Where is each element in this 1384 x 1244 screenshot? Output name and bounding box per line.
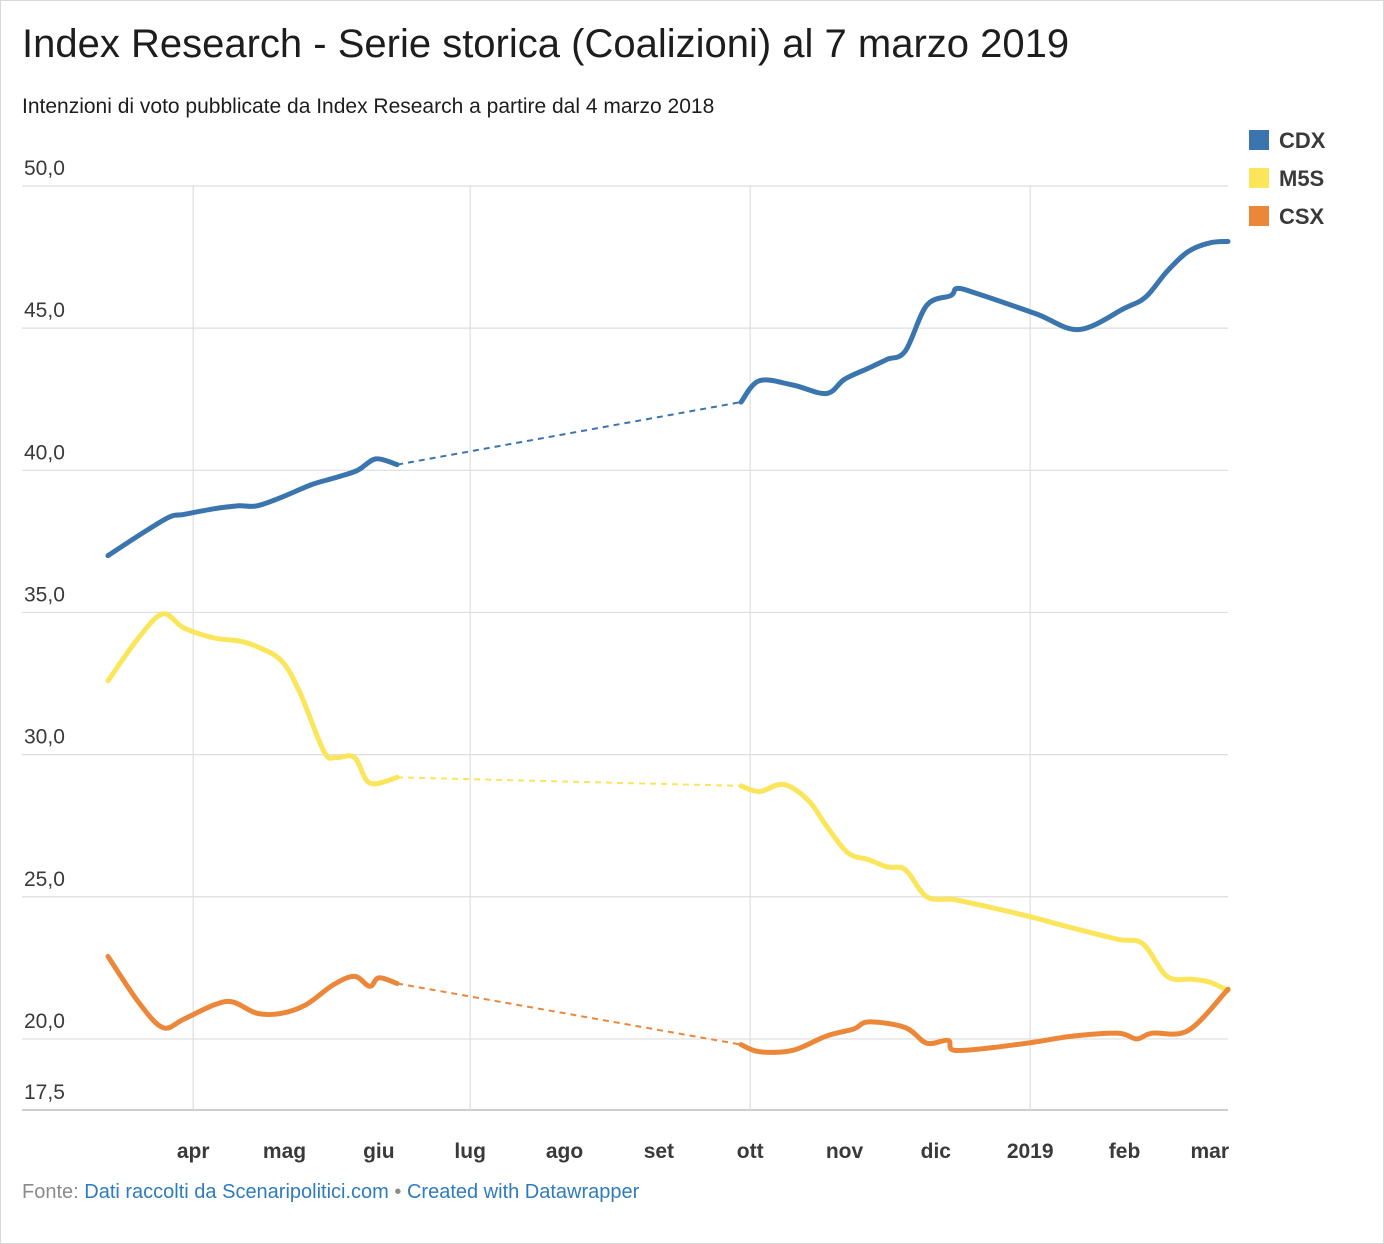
- y-tick-label: 50,0: [24, 157, 65, 180]
- gridlines: [22, 185, 1228, 1111]
- y-tick-label: 35,0: [24, 583, 65, 606]
- x-tick-label: dic: [921, 1140, 952, 1163]
- y-tick-label: 40,0: [24, 441, 65, 464]
- y-tick-label: 17,5: [24, 1081, 65, 1104]
- x-tick-label: mar: [1190, 1140, 1229, 1163]
- series-m5s-line-1: [105, 611, 400, 787]
- legend-swatch-m5s: [1249, 168, 1269, 188]
- chart-subtitle: Intenzioni di voto pubblicate da Index R…: [22, 95, 715, 118]
- x-tick-label: ott: [737, 1140, 764, 1163]
- axis-labels: 50,0 45,0 40,0 35,0 30,0 25,0 20,0 17,5 apr mag gi…: [24, 157, 1229, 1163]
- x-tick-label: apr: [177, 1140, 210, 1163]
- x-tick-label: lug: [454, 1140, 486, 1163]
- legend: CDX M5S CSX: [1249, 128, 1326, 229]
- legend-label-csx: CSX: [1279, 204, 1325, 229]
- series-csx: [105, 954, 1231, 1055]
- legend-label-cdx: CDX: [1279, 128, 1326, 153]
- series-m5s: [105, 611, 1231, 994]
- x-tick-label: set: [644, 1140, 674, 1163]
- datawrapper-credit-link[interactable]: Created with Datawrapper: [406, 1181, 640, 1203]
- series-cdx-line-2: [738, 238, 1231, 405]
- series-csx-line-1: [105, 954, 400, 1031]
- footer-label: Fonte:: [22, 1181, 79, 1203]
- series-cdx: [105, 238, 1231, 559]
- series-csx-line-2: [738, 986, 1231, 1055]
- y-tick-label: 30,0: [24, 726, 65, 749]
- y-tick-label: 25,0: [24, 868, 65, 891]
- series-m5s-line-2: [738, 781, 1231, 994]
- series-cdx-gap: [396, 401, 742, 466]
- source-link[interactable]: Dati raccolti da Scenaripolitici.com: [84, 1181, 389, 1203]
- footer-separator: •: [394, 1181, 402, 1203]
- x-tick-label: giu: [363, 1140, 395, 1163]
- x-tick-label: 2019: [1007, 1140, 1054, 1163]
- chart-title: Index Research - Serie storica (Coalizio…: [22, 22, 1070, 66]
- legend-swatch-cdx: [1249, 130, 1269, 150]
- x-tick-label: mag: [263, 1140, 306, 1163]
- footer: Fonte: Dati raccolti da Scenaripolitici.…: [22, 1181, 639, 1204]
- series-lines: [105, 238, 1231, 1055]
- x-tick-label: nov: [826, 1140, 864, 1163]
- series-cdx-line-1: [105, 456, 400, 559]
- y-tick-label: 45,0: [24, 299, 65, 322]
- y-tick-label: 20,0: [24, 1010, 65, 1033]
- x-tick-label: ago: [546, 1140, 583, 1163]
- legend-swatch-csx: [1249, 206, 1269, 226]
- series-csx-gap: [396, 982, 742, 1046]
- legend-label-m5s: M5S: [1279, 166, 1324, 191]
- series-m5s-gap: [397, 776, 742, 787]
- x-tick-label: feb: [1109, 1140, 1141, 1163]
